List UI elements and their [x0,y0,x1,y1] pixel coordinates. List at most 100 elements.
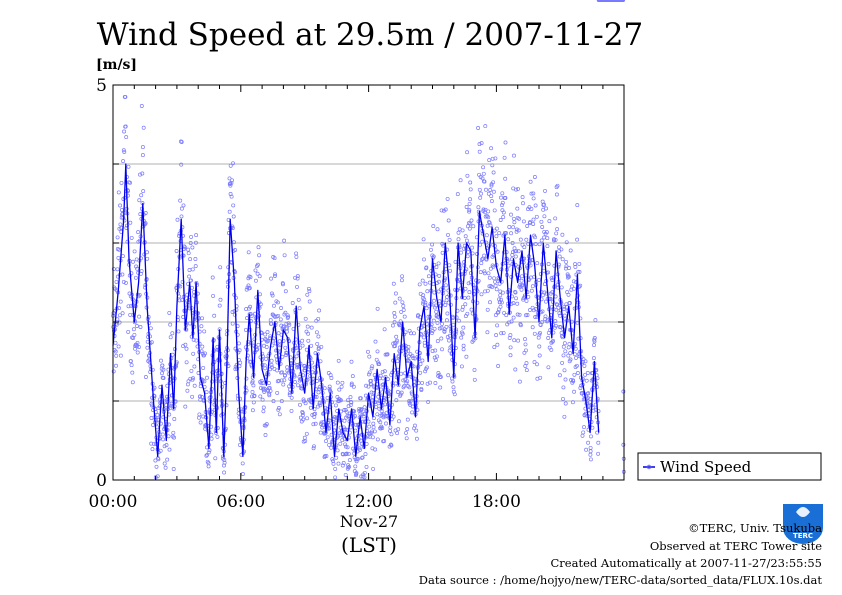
data-point [502,155,507,160]
data-point [519,278,524,283]
data-point [455,192,460,197]
data-point [563,377,568,382]
data-point [327,384,332,389]
data-point [432,305,437,310]
data-point [451,322,456,327]
data-point [269,363,274,367]
data-point [114,363,118,368]
data-point [224,355,229,360]
data-point [439,208,444,213]
data-point [282,378,287,383]
data-point [499,331,504,336]
data-point [370,395,375,399]
data-point [350,374,355,379]
data-point [340,463,345,468]
data-point [179,214,184,219]
data-point [485,307,490,312]
data-point [539,219,544,224]
data-point [468,187,473,192]
data-point [467,290,472,295]
data-point [323,454,327,459]
data-point [420,358,425,363]
data-point [218,265,223,270]
data-point [318,430,323,435]
data-point [146,315,151,319]
data-point [265,330,270,335]
data-point [250,379,255,384]
data-point [555,227,560,232]
chart-title: Wind Speed at 29.5m / 2007-11-27 [97,17,643,53]
data-point [275,300,280,305]
data-point [562,313,567,318]
data-point [276,313,281,318]
data-point [401,378,406,383]
data-point [519,287,524,292]
data-point [592,337,597,342]
data-point [371,416,376,421]
x-tick-label: 18:00 [472,492,521,512]
data-point [446,232,450,237]
data-point [289,395,294,400]
data-point [592,336,597,340]
data-point [445,295,450,299]
data-point [346,451,351,456]
data-point [493,156,498,161]
data-point [445,311,450,316]
data-point [283,345,288,350]
data-point [555,183,560,188]
data-point [466,295,471,300]
data-point [375,349,380,354]
data-point [389,443,394,448]
data-point [489,199,494,204]
data-point [434,265,439,269]
data-point [190,245,195,250]
data-point [417,282,422,287]
data-point [393,291,398,296]
data-point [382,369,387,374]
data-point [222,460,227,465]
data-point [566,273,571,278]
data-point [202,329,207,334]
data-point [116,190,121,195]
data-point [463,286,468,291]
data-point [319,344,324,349]
data-point [248,275,253,280]
data-point [540,293,545,298]
data-point [504,250,509,255]
data-point [282,238,287,243]
data-point [466,250,471,254]
data-point [217,303,222,308]
data-point [370,429,374,434]
data-point [414,436,419,441]
data-point [533,315,538,319]
data-point [193,257,198,261]
data-point [149,416,154,420]
data-point [212,402,217,407]
credit-created: Created Automatically at 2007-11-27/23:5… [551,556,823,570]
data-point [349,381,354,386]
data-point [261,381,266,386]
data-point [186,251,191,256]
data-point [456,237,461,242]
data-point [433,348,438,353]
data-point [412,331,416,336]
data-point [130,380,135,385]
data-point [318,359,323,364]
data-point [145,250,149,255]
data-point [179,140,184,144]
data-point [331,461,336,466]
data-point [393,344,398,348]
data-point [421,299,426,304]
data-point [477,142,482,147]
data-point [160,371,164,376]
data-point [147,321,152,325]
data-point [369,378,373,383]
data-point [485,288,490,293]
data-point [168,322,173,327]
data-point [281,382,286,387]
data-point [402,314,407,319]
data-point [472,377,477,382]
data-point [508,333,513,338]
data-point [405,417,410,422]
data-point [498,304,503,309]
